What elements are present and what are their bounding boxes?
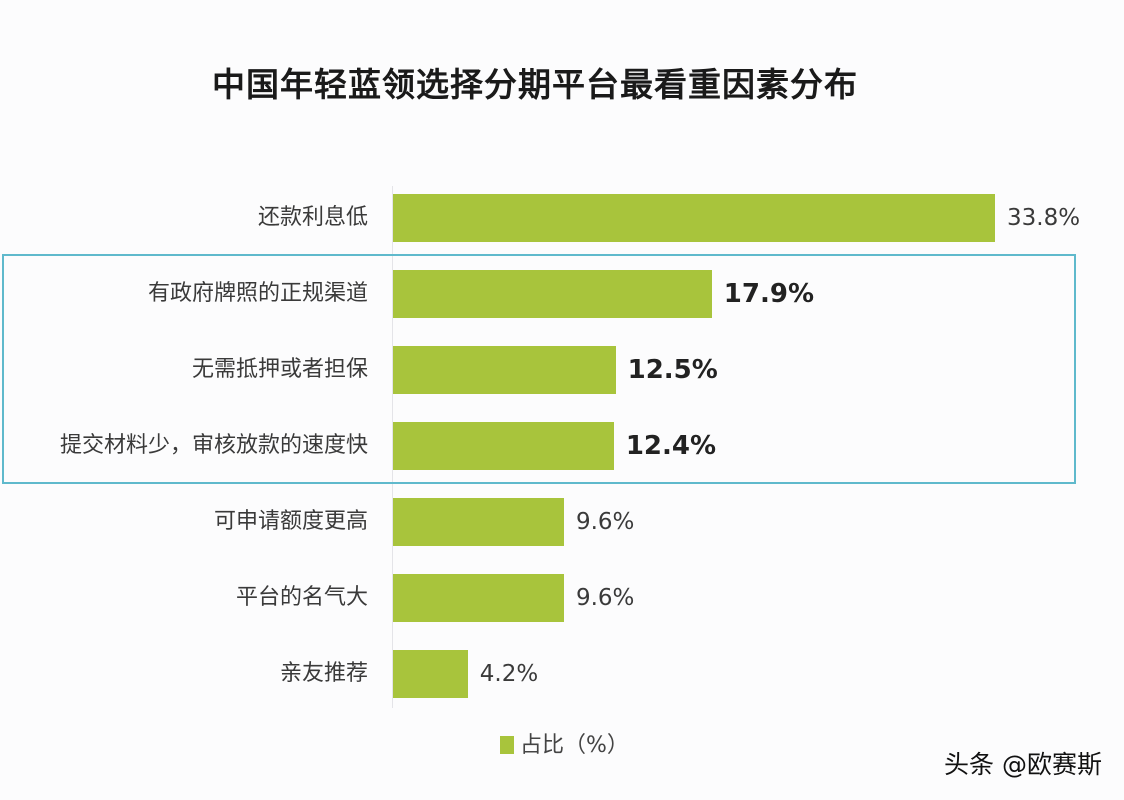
bar-label: 提交材料少，审核放款的速度快 [59,433,368,458]
watermark: 头条 @欧赛斯 [944,750,1102,779]
bar-label: 可申请额度更高 [213,509,368,534]
bar-label: 有政府牌照的正规渠道 [147,281,368,306]
bar [393,346,616,394]
bar-row: 亲友推荐 4.2% [0,650,1124,698]
bar-label: 平台的名气大 [235,585,368,610]
legend: 占比（%） [500,730,629,762]
bar [393,422,614,470]
bar-row: 无需抵押或者担保 12.5% [0,346,1124,394]
bar-row: 还款利息低 33.8% [0,194,1124,242]
bar-label: 亲友推荐 [279,661,368,686]
bar [393,194,995,242]
bar-value-label: 4.2% [479,661,539,687]
bar [393,650,468,698]
bar-label: 还款利息低 [257,205,368,230]
bar [393,498,564,546]
bar-value-label: 9.6% [575,585,635,611]
bar-row: 可申请额度更高 9.6% [0,498,1124,546]
bar-value-label: 33.8% [1007,205,1081,231]
bar-row: 平台的名气大 9.6% [0,574,1124,622]
bar [393,574,564,622]
bar-value-label: 12.5% [627,355,718,385]
highlight-box [2,254,1076,484]
bar [393,270,712,318]
bar-value-label: 9.6% [575,509,635,535]
bar-label: 无需抵押或者担保 [191,357,368,382]
bar-value-label: 12.4% [625,431,717,461]
category-axis-line [392,186,393,708]
bar-value-label: 17.9% [723,279,814,309]
legend-label: 占比（%） [520,733,629,758]
bar-row: 提交材料少，审核放款的速度快 12.4% [0,422,1124,470]
bar-row: 有政府牌照的正规渠道 17.9% [0,270,1124,318]
chart-title: 中国年轻蓝领选择分期平台最看重因素分布 [212,65,858,104]
legend-swatch [500,736,514,754]
